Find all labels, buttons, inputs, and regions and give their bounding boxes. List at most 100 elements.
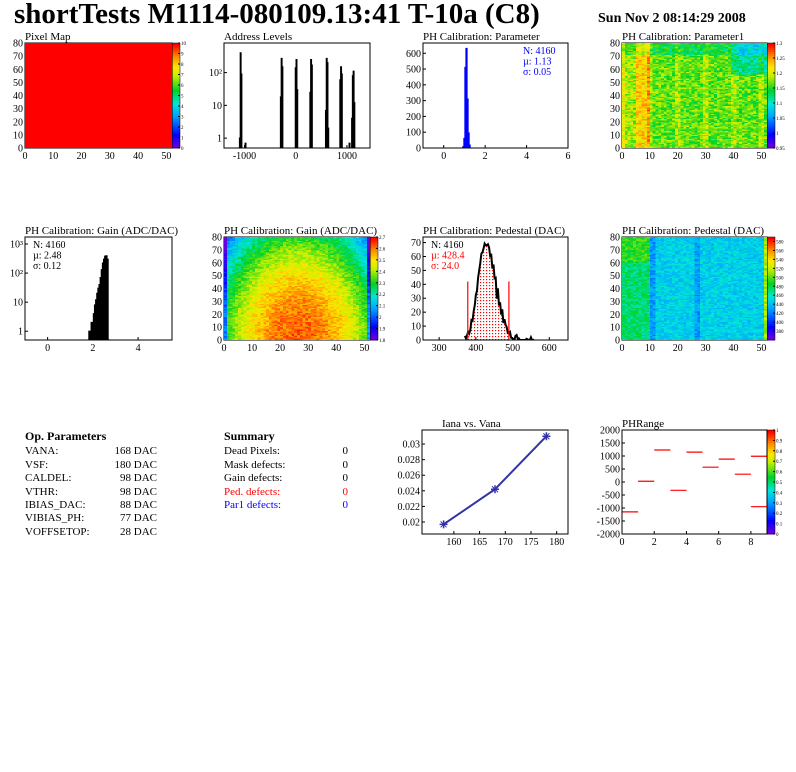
summary-value: 0	[342, 458, 349, 471]
color-scale-step	[767, 477, 775, 481]
summary-row: Ped. defects: 0	[224, 486, 354, 499]
color-scale-step	[370, 313, 378, 316]
y-tick-label: 300	[406, 96, 421, 107]
color-scale-step	[370, 302, 378, 306]
color-scale-step	[370, 315, 378, 318]
color-scale-step	[172, 91, 180, 94]
x-tick-label: 50	[359, 343, 369, 354]
stats-entry: σ: 0.05	[523, 67, 551, 78]
color-scale-step	[767, 286, 775, 289]
color-scale-label: 1.2	[776, 72, 783, 77]
color-scale-step	[767, 327, 775, 331]
color-scale-step	[370, 337, 378, 341]
summary-value: 0	[342, 472, 349, 485]
color-scale-step	[767, 465, 775, 468]
color-scale-step	[767, 261, 775, 265]
color-scale-step	[172, 122, 180, 126]
x-tick-label: 40	[133, 151, 143, 162]
color-scale-step	[767, 116, 775, 120]
color-scale-step	[767, 475, 775, 479]
color-scale-step	[172, 116, 180, 120]
color-scale-step	[767, 74, 775, 78]
y-tick-label: 10	[610, 323, 620, 334]
color-scale-step	[370, 307, 378, 310]
x-tick-label: 0	[620, 537, 625, 548]
color-scale-label: 440	[776, 303, 784, 308]
color-scale-step	[172, 137, 180, 141]
x-tick-label: 30	[303, 343, 313, 354]
y-tick-label: -500	[602, 491, 620, 502]
color-scale-step	[172, 47, 180, 50]
x-tick-label: 20	[77, 151, 87, 162]
color-scale-step	[767, 45, 775, 48]
color-scale-step	[767, 323, 775, 327]
color-scale-step	[767, 527, 775, 531]
color-scale-label: 1.05	[776, 117, 785, 122]
color-scale-label: 2.7	[379, 236, 386, 241]
y-tick-label: 500	[605, 465, 620, 476]
y-tick-label: 0	[18, 144, 23, 155]
color-scale-label: 0.7	[776, 460, 783, 465]
color-scale-step	[767, 479, 775, 483]
color-scale-step	[767, 124, 775, 128]
color-scale-step	[767, 513, 775, 516]
address-levels-chart: Address Levels -1000 0 1000 1 10 10²	[209, 31, 371, 162]
y-tick-label: 1	[217, 134, 222, 145]
y-tick-label: 70	[212, 245, 222, 256]
x-tick-label: 20	[673, 151, 683, 162]
color-scale-step	[767, 531, 775, 535]
color-scale-step	[767, 511, 775, 514]
color-scale-step	[767, 494, 775, 498]
color-scale-step	[767, 446, 775, 450]
x-tick-label: 40	[729, 151, 739, 162]
color-scale-step	[767, 300, 775, 304]
color-scale-step	[370, 290, 378, 294]
y-tick-label: 40	[610, 284, 620, 295]
color-scale-step	[767, 432, 775, 435]
param-value: 168 DAC	[114, 445, 157, 458]
color-scale-step	[370, 257, 378, 261]
color-scale-step	[767, 143, 775, 147]
color-scale-label: 420	[776, 312, 784, 317]
chart-title: PH Calibration: Gain (ADC/DAC)	[25, 225, 178, 237]
color-scale-step	[767, 521, 775, 525]
gain-map-heatmap-cells	[224, 237, 370, 340]
color-scale-step	[767, 274, 775, 277]
color-scale-step	[370, 265, 378, 269]
color-scale-step	[767, 49, 775, 52]
color-scale-step	[370, 300, 378, 304]
color-scale-step	[767, 452, 775, 456]
color-scale-step	[767, 243, 775, 246]
x-tick-label: 0	[620, 343, 625, 354]
chart-title: PH Calibration: Gain (ADC/DAC)	[224, 225, 377, 237]
color-scale-step	[767, 131, 775, 134]
color-scale-step	[767, 488, 775, 491]
color-scale-step	[172, 95, 180, 99]
chart-title: Address Levels	[224, 31, 292, 43]
color-scale-step	[370, 317, 378, 320]
y-tick-label: 60	[13, 65, 23, 76]
y-tick-label: 0.028	[398, 455, 421, 466]
y-tick-label: 50	[411, 266, 421, 277]
color-scale-step	[370, 282, 378, 285]
x-tick-label: 8	[748, 537, 753, 548]
param-name: VIBIAS_PH:	[25, 512, 85, 525]
histogram-outline	[462, 47, 471, 148]
color-scale-step	[767, 463, 775, 466]
x-tick-label: 175	[523, 537, 538, 548]
color-scale-step	[767, 311, 775, 314]
color-scale-step	[370, 333, 378, 337]
color-scale-step	[767, 502, 775, 506]
color-scale-step	[767, 442, 775, 446]
color-scale-step	[767, 66, 775, 69]
color-scale-label: 1	[776, 429, 779, 434]
x-tick-label: -1000	[233, 151, 256, 162]
pedestal-hist-chart: PH Calibration: Pedestal (DAC) N: 4160µ: …	[411, 225, 569, 354]
color-scale-label: 2.3	[379, 282, 386, 287]
summary-name: Gain defects:	[224, 472, 283, 485]
histogram-outline	[238, 52, 356, 148]
y-tick-label: 0.024	[398, 486, 421, 497]
color-scale-step	[767, 313, 775, 316]
chart-title: PHRange	[622, 418, 664, 430]
color-scale-step	[172, 43, 180, 46]
